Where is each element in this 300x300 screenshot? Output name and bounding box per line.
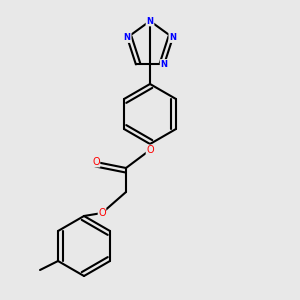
Text: N: N [146,16,154,26]
Text: N: N [169,33,176,42]
Text: O: O [146,145,154,155]
Text: O: O [98,208,106,218]
Text: N: N [160,60,168,69]
Text: O: O [92,157,100,167]
Text: N: N [124,33,131,42]
